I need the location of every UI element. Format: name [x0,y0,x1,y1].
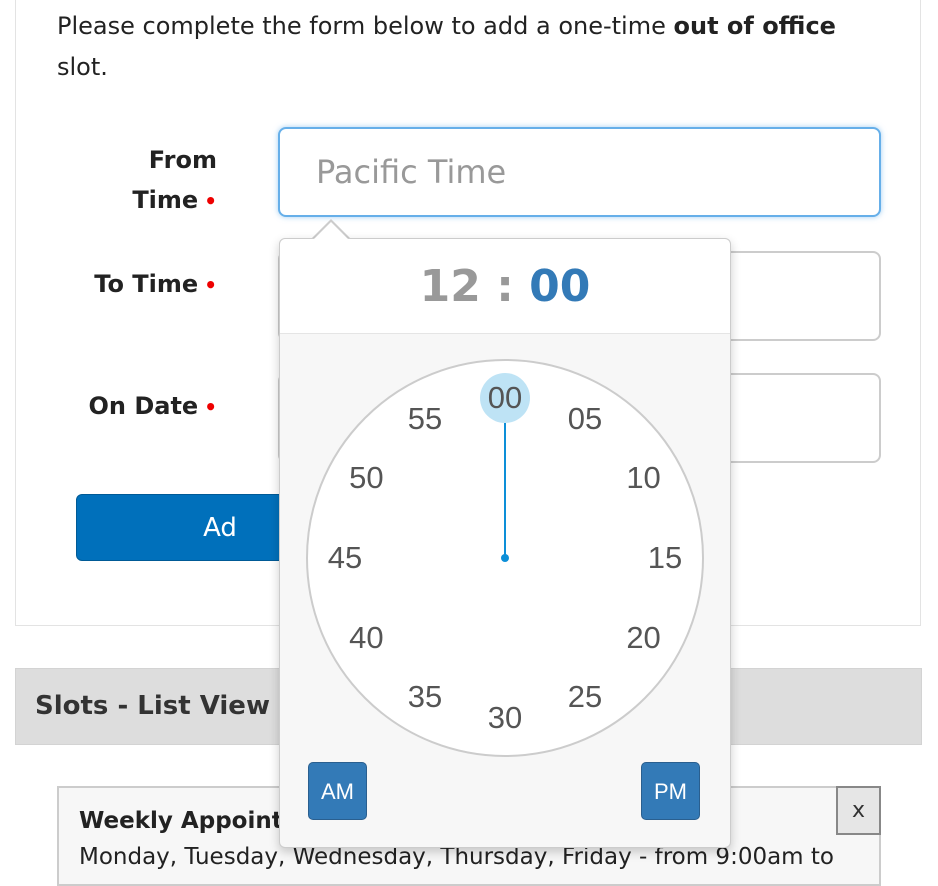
required-indicator: • [204,273,217,297]
am-button[interactable]: AM [308,762,367,820]
required-indicator: • [204,395,217,419]
clock-hand-svg [480,373,530,562]
minute-tick-20[interactable]: 20 [626,620,661,655]
add-button-label: Ad [203,513,237,543]
minute-tick-15[interactable]: 15 [647,540,683,575]
from-time-label: From Time • [17,140,217,221]
clock-dial[interactable]: 00 05 10 15 20 25 30 35 40 45 50 55 [306,359,704,757]
date-label-text: On Date [88,392,199,420]
hour-display[interactable]: 12 [419,261,481,312]
from-label-line1: From [148,146,217,174]
intro-text-end: slot. [57,53,108,81]
timepicker-header: 12 : 00 [280,239,730,334]
minute-tick-00[interactable]: 00 [487,380,523,415]
from-label-line2: Time [132,186,199,214]
minute-tick-40[interactable]: 40 [349,620,384,655]
minute-display[interactable]: 00 [529,261,591,312]
minute-tick-50[interactable]: 50 [349,460,384,495]
on-date-label: On Date • [17,386,217,427]
minute-tick-55[interactable]: 55 [407,401,443,437]
pm-button[interactable]: PM [641,762,700,820]
required-indicator: • [204,189,217,213]
intro-bold: out of office [673,12,836,40]
form-intro: Please complete the form below to add a … [57,6,857,88]
slot-card-text: Monday, Tuesday, Wednesday, Thursday, Fr… [79,844,834,870]
time-separator: : [496,261,514,312]
from-time-input[interactable]: Pacific Time [278,127,881,217]
selected-minute-highlight [480,373,530,423]
slot-card-title: Weekly Appointm [79,808,307,834]
minute-tick-10[interactable]: 10 [626,460,661,495]
minute-tick-35[interactable]: 35 [407,678,443,714]
minute-tick-45[interactable]: 45 [327,540,363,575]
minute-tick-25[interactable]: 25 [567,678,603,714]
to-time-label: To Time • [17,264,217,305]
minute-tick-30[interactable]: 30 [487,700,523,735]
delete-slot-button[interactable]: x [836,786,881,835]
minute-tick-05[interactable]: 05 [567,401,603,437]
to-label-text: To Time [94,270,199,298]
clock-center-dot [501,554,509,562]
popover-arrow-inner [313,222,349,240]
intro-text: Please complete the form below to add a … [57,12,674,40]
